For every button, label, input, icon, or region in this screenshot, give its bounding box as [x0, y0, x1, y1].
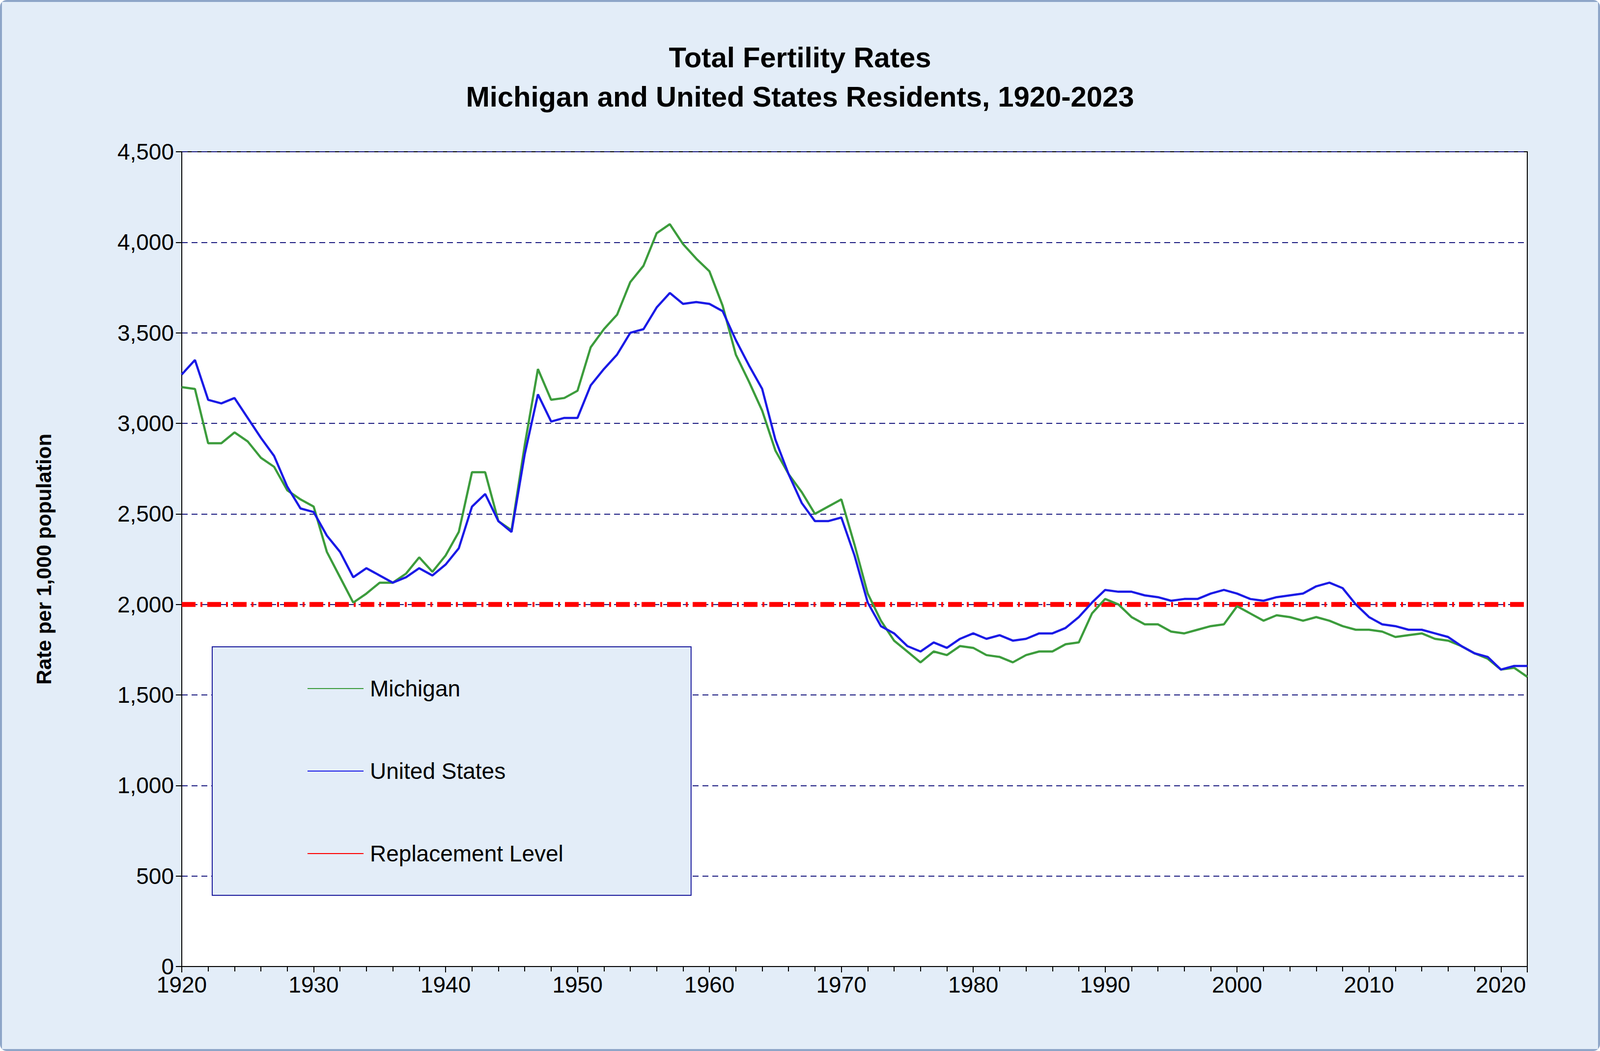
svg-text:0: 0: [161, 954, 174, 980]
svg-text:1970: 1970: [815, 972, 867, 998]
svg-text:United States: United States: [369, 758, 506, 785]
svg-text:Michigan and United States Res: Michigan and United States Residents, 19…: [465, 80, 1134, 113]
svg-text:4,500: 4,500: [117, 139, 174, 165]
svg-text:3,500: 3,500: [117, 320, 174, 346]
svg-text:Michigan: Michigan: [369, 675, 461, 702]
svg-text:2020: 2020: [1475, 972, 1526, 998]
svg-text:1930: 1930: [288, 972, 339, 998]
svg-text:2010: 2010: [1344, 972, 1395, 998]
svg-text:Total Fertility Rates: Total Fertility Rates: [669, 41, 932, 74]
svg-text:1,000: 1,000: [117, 772, 174, 799]
svg-text:1940: 1940: [420, 972, 471, 998]
svg-text:2000: 2000: [1211, 972, 1263, 998]
svg-text:1980: 1980: [948, 972, 999, 998]
svg-text:4,000: 4,000: [117, 229, 174, 255]
svg-text:1990: 1990: [1080, 972, 1131, 998]
svg-text:Replacement Level: Replacement Level: [369, 841, 564, 867]
svg-text:1920: 1920: [156, 972, 207, 998]
svg-text:Rate per 1,000 population: Rate per 1,000 population: [32, 433, 56, 685]
svg-text:2,500: 2,500: [117, 501, 174, 527]
svg-text:3,000: 3,000: [117, 410, 174, 437]
svg-text:500: 500: [136, 863, 174, 890]
svg-text:1960: 1960: [684, 972, 735, 998]
svg-text:2,000: 2,000: [117, 591, 174, 618]
svg-text:1,500: 1,500: [117, 682, 174, 708]
svg-text:1950: 1950: [552, 972, 603, 998]
